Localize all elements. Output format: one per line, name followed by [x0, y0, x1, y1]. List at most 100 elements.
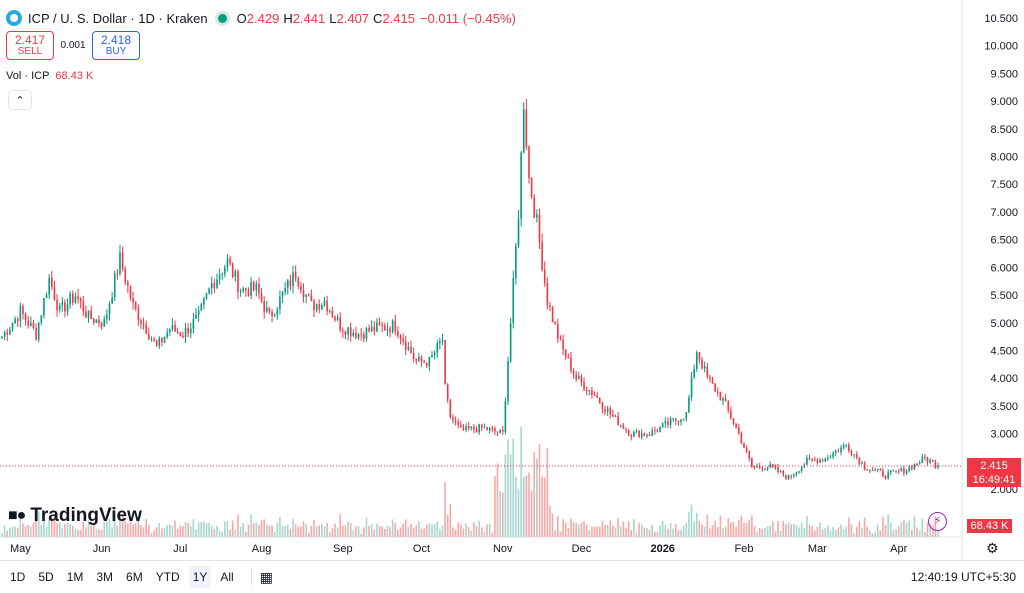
- candle-body: [43, 298, 45, 316]
- candle-body: [187, 327, 189, 334]
- range-button-1d[interactable]: 1D: [10, 570, 26, 584]
- candle-body: [787, 475, 790, 479]
- range-button-1m[interactable]: 1M: [66, 570, 84, 584]
- volume-bar: [732, 522, 735, 537]
- volume-bar: [153, 530, 155, 537]
- volume-bar: [439, 528, 441, 537]
- candle-body: [61, 302, 64, 306]
- volume-bar: [418, 521, 420, 537]
- candle-body: [35, 328, 37, 340]
- candle-body: [22, 306, 24, 315]
- volume-bar: [905, 522, 908, 537]
- volume-bar: [378, 525, 381, 537]
- y-tick-label: 4.500: [990, 345, 1018, 357]
- volume-legend[interactable]: Vol · ICP 68.43 K: [6, 70, 93, 82]
- calendar-icon[interactable]: ▦: [259, 568, 273, 585]
- x-tick-label: May: [10, 543, 31, 555]
- range-button-1y[interactable]: 1Y: [188, 566, 212, 588]
- volume-bar: [462, 528, 465, 537]
- volume-bar: [297, 526, 300, 537]
- volume-bar: [347, 521, 349, 537]
- candle-body: [142, 323, 145, 325]
- candle-body: [457, 422, 460, 425]
- volume-bar: [924, 532, 926, 537]
- candle-body: [688, 397, 690, 413]
- volume-bar: [64, 524, 66, 537]
- volume-bar: [292, 519, 294, 537]
- volume-bar: [307, 532, 310, 537]
- candle-body: [339, 317, 342, 331]
- x-tick-label: Oct: [413, 543, 430, 555]
- candle-body: [806, 457, 808, 465]
- clock[interactable]: 12:40:19 UTC+5:30: [910, 570, 1016, 584]
- lightning-icon[interactable]: ⚡: [928, 512, 947, 531]
- range-button-6m[interactable]: 6M: [126, 570, 143, 584]
- volume-bar: [575, 522, 577, 537]
- candle-body: [171, 324, 174, 330]
- candle-body: [32, 322, 35, 329]
- volume-bar: [187, 522, 189, 537]
- volume-bar: [174, 520, 176, 537]
- volume-bar: [551, 513, 554, 537]
- candle-body: [758, 466, 761, 468]
- candle-body: [37, 322, 40, 340]
- volume-bar: [735, 526, 737, 537]
- chevron-up-icon: ⌃: [15, 94, 25, 107]
- candle-body: [64, 302, 66, 312]
- candle-body: [182, 335, 184, 338]
- volume-bar: [488, 523, 491, 537]
- candle-body: [305, 294, 307, 297]
- volume-bar: [145, 518, 148, 537]
- volume-bar: [661, 521, 664, 537]
- volume-bar: [239, 526, 242, 537]
- volume-bar: [460, 524, 462, 537]
- candle-body: [137, 308, 140, 321]
- volume-bar: [113, 507, 116, 537]
- volume-bar: [252, 523, 255, 537]
- volume-bar: [470, 530, 473, 537]
- candle-body: [913, 463, 916, 470]
- volume-bar: [310, 525, 313, 537]
- candle-body: [813, 459, 816, 461]
- volume-bar: [208, 522, 210, 537]
- candle-body: [3, 332, 6, 337]
- range-button-all[interactable]: All: [220, 570, 234, 584]
- volume-bar: [743, 522, 745, 537]
- last-price-value: 2.415: [980, 460, 1008, 472]
- volume-bar: [895, 529, 897, 537]
- range-button-ytd[interactable]: YTD: [155, 570, 180, 584]
- volume-bar: [48, 519, 51, 537]
- volume-bar: [887, 514, 889, 537]
- candle-body: [265, 307, 268, 312]
- volume-bar: [821, 529, 824, 537]
- volume-bar: [557, 516, 559, 537]
- candle-body: [203, 298, 205, 305]
- candle-body: [517, 218, 520, 247]
- volume-bar: [19, 514, 22, 537]
- volume-bar: [452, 527, 454, 537]
- candle-body: [315, 304, 318, 311]
- sell-button[interactable]: 2.417 SELL: [6, 31, 54, 60]
- candle-body: [51, 277, 53, 287]
- range-button-5d[interactable]: 5D: [38, 570, 54, 584]
- symbol-legend: ICP / U. S. Dollar · 1D · Kraken O 2.429 …: [6, 8, 516, 28]
- volume-bar: [591, 526, 593, 537]
- candle-body: [386, 328, 389, 331]
- gear-icon[interactable]: ⚙: [986, 540, 999, 556]
- candle-body: [874, 469, 876, 471]
- tradingview-logo[interactable]: ■● TradingView: [8, 505, 142, 527]
- volume-bar: [234, 529, 237, 537]
- volume-bar: [363, 527, 365, 537]
- candle-body: [876, 469, 879, 471]
- volume-bar: [3, 525, 6, 537]
- buy-button[interactable]: 2.418 BUY: [92, 31, 140, 60]
- volume-bar: [313, 519, 315, 537]
- volume-bar: [457, 522, 460, 537]
- range-button-3m[interactable]: 3M: [96, 570, 114, 584]
- candle-body: [714, 383, 716, 392]
- candle-body: [454, 420, 457, 423]
- collapse-button[interactable]: ⌃: [8, 90, 32, 110]
- candle-body: [237, 271, 239, 292]
- symbol-title[interactable]: ICP / U. S. Dollar · 1D · Kraken: [28, 10, 208, 26]
